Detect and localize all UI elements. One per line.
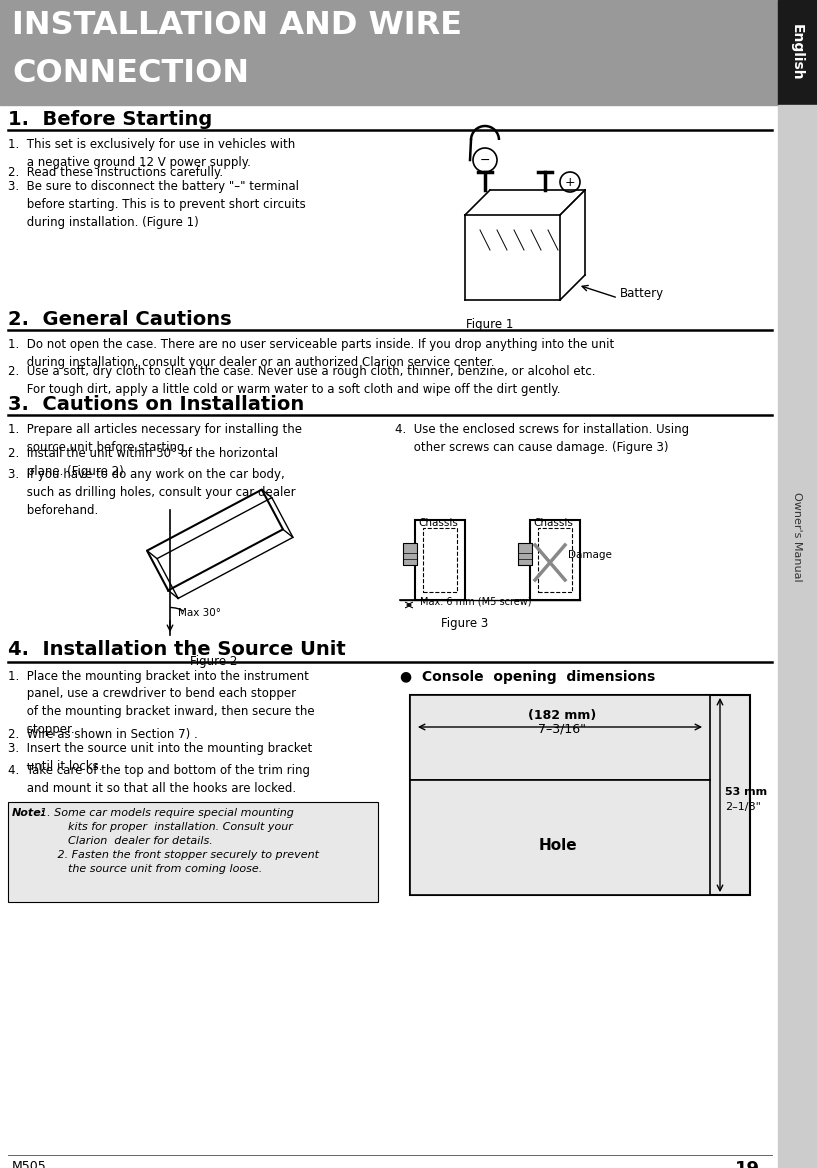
Text: 3.  Be sure to disconnect the battery "–" terminal
     before starting. This is: 3. Be sure to disconnect the battery "–"… (8, 180, 306, 229)
Text: 4.  Take care of the top and bottom of the trim ring
     and mount it so that a: 4. Take care of the top and bottom of th… (8, 764, 310, 794)
Text: 2.  Wire as shown in Section 7) .: 2. Wire as shown in Section 7) . (8, 728, 198, 741)
Text: Note:: Note: (12, 808, 47, 818)
Text: 19: 19 (735, 1160, 760, 1168)
Text: −: − (480, 153, 490, 167)
Text: 2.  General Cautions: 2. General Cautions (8, 310, 232, 329)
Text: (182 mm): (182 mm) (529, 709, 596, 722)
Text: Max. 6 mm (M5 screw): Max. 6 mm (M5 screw) (420, 597, 532, 607)
Bar (403, 543, 417, 565)
Text: 4.  Installation the Source Unit: 4. Installation the Source Unit (8, 640, 346, 659)
Text: 2.  Install the unit within 30° of the horizontal
     plane. (Figure 2): 2. Install the unit within 30° of the ho… (8, 447, 278, 478)
Text: 4.  Use the enclosed screws for installation. Using
     other screws can cause : 4. Use the enclosed screws for installat… (395, 423, 689, 454)
Text: Chassis: Chassis (418, 517, 458, 528)
Bar (518, 543, 532, 565)
Bar (410, 780, 710, 895)
Text: CONNECTION: CONNECTION (12, 58, 249, 89)
Bar (423, 528, 457, 592)
Text: 1. Some car models require special mounting
        kits for proper  installatio: 1. Some car models require special mount… (40, 808, 319, 874)
Text: 7–3/16": 7–3/16" (538, 722, 587, 735)
Bar (0, 0, 778, 105)
Text: 1.  Place the mounting bracket into the instrument
     panel, use a crewdriver : 1. Place the mounting bracket into the i… (8, 670, 315, 736)
Text: 1.  This set is exclusively for use in vehicles with
     a negative ground 12 V: 1. This set is exclusively for use in ve… (8, 138, 295, 169)
Text: INSTALLATION AND WIRE: INSTALLATION AND WIRE (12, 11, 462, 41)
Text: Figure 1: Figure 1 (467, 318, 514, 331)
Text: Max 30°: Max 30° (178, 609, 221, 618)
Text: Owner's Manual: Owner's Manual (792, 492, 802, 582)
Bar (778, 105, 817, 1168)
Text: 2.  Read these instructions carefully.: 2. Read these instructions carefully. (8, 166, 223, 179)
Text: Chassis: Chassis (533, 517, 573, 528)
Text: 2.  Use a soft, dry cloth to clean the case. Never use a rough cloth, thinner, b: 2. Use a soft, dry cloth to clean the ca… (8, 364, 596, 396)
Bar (410, 695, 710, 780)
Bar (538, 528, 572, 592)
Text: English: English (790, 23, 804, 81)
Text: Damage: Damage (568, 550, 612, 559)
Text: +: + (565, 175, 575, 188)
Text: Figure 2: Figure 2 (190, 655, 238, 668)
Text: 3.  Insert the source unit into the mounting bracket
     until it locks.: 3. Insert the source unit into the mount… (8, 742, 312, 772)
Bar (8, 802, 378, 902)
Bar (530, 520, 580, 600)
Bar (415, 520, 465, 600)
Text: Figure 3: Figure 3 (441, 617, 489, 630)
Text: Hole: Hole (538, 837, 577, 853)
Text: 53 mm: 53 mm (725, 787, 767, 797)
Text: 3.  Cautions on Installation: 3. Cautions on Installation (8, 395, 304, 413)
Text: 1.  Before Starting: 1. Before Starting (8, 110, 212, 128)
Bar (410, 695, 750, 895)
Bar (778, 0, 817, 105)
Text: 2–1/8": 2–1/8" (725, 802, 761, 812)
Text: 1.  Do not open the case. There are no user serviceable parts inside. If you dro: 1. Do not open the case. There are no us… (8, 338, 614, 369)
Text: M505: M505 (12, 1160, 47, 1168)
Text: Battery: Battery (620, 286, 664, 299)
Text: 3.  If you have to do any work on the car body,
     such as drilling holes, con: 3. If you have to do any work on the car… (8, 468, 296, 517)
Text: ●  Console  opening  dimensions: ● Console opening dimensions (400, 670, 655, 684)
Text: 1.  Prepare all articles necessary for installing the
     source unit before st: 1. Prepare all articles necessary for in… (8, 423, 302, 454)
